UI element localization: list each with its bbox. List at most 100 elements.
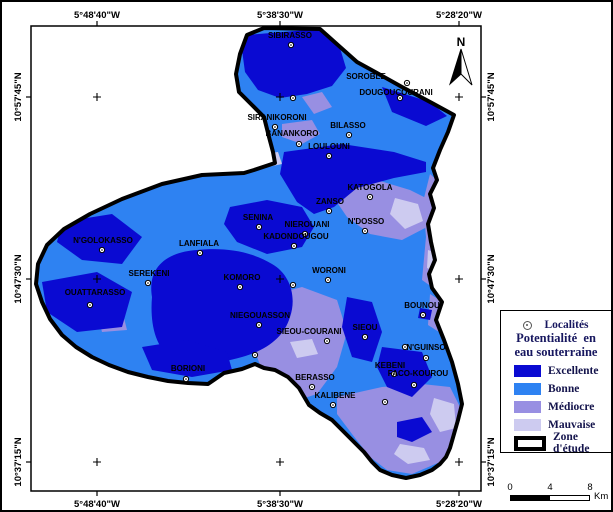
locality-label: N'GOLOKASSO [73,236,133,245]
legend-class-row: Excellente [514,365,611,378]
locality-label: N'DOSSO [348,217,385,226]
legend-class-row: Mauvaise [514,419,611,432]
locality-label: LANFIALA [179,239,219,248]
graticule-cross [276,458,284,466]
legend-class-row: Bonne [514,383,611,396]
locality-marker-dot [348,134,350,136]
locality-label: N'GUINSO [406,343,445,352]
legend-class-row: Médiocre [514,401,611,414]
locality-label: ZANSO [316,197,344,206]
locality-marker-dot [274,126,276,128]
locality-label: SIEOU [353,323,378,332]
legend-class-label: Médiocre [548,401,595,414]
lat-label-left: 10°37'15"N [13,437,24,486]
legend-box: Localités Potentialité en eau souterrain… [500,310,611,455]
locality-label: SOROBLE [346,72,386,81]
locality-label: NIEGOUASSON [230,311,290,320]
locality-marker-dot [298,143,300,145]
locality-label: NIEROUANI [285,220,330,229]
locality-label: BERASSO [295,373,335,382]
locality-marker-dot [185,378,187,380]
locality-marker-dot [147,282,149,284]
locality-marker-dot [384,401,386,403]
lon-label-bottom: 5°48'40"W [74,499,120,510]
legend-class-label: Mauvaise [548,419,596,432]
zone-outline [34,26,464,480]
graticule-cross [93,458,101,466]
north-arrow: N [448,35,473,86]
north-arrow-left-half [448,48,462,86]
legend-class-rows: Excellente Bonne Médiocre Mauvaise Zone d'ét… [501,365,611,455]
locality-label: KALIBENE [315,391,357,400]
lat-label-right: 10°47'30"N [486,254,497,303]
locality-marker-dot [404,346,406,348]
locality-marker-dot [422,314,424,316]
locality-marker-dot [364,336,366,338]
locality-marker-dot [413,384,415,386]
locality-marker-dot [326,340,328,342]
graticule-cross [276,275,284,283]
legend-class-row: Zone d'étude [514,431,611,455]
locality-marker-dot [425,357,427,359]
locality-marker-dot [399,97,401,99]
locality-marker-dot [290,44,292,46]
locality-marker-dot [293,245,295,247]
lat-label-right: 10°57'45"N [486,72,497,121]
legend-title-line1: Potentialité en [516,331,596,345]
locality-marker-dot [101,249,103,251]
graticule-cross [93,93,101,101]
legend-class-label: Zone d'étude [553,431,590,456]
locality-label: BOUNOU [404,301,440,310]
legend-swatch [514,365,541,378]
localities-layer: SIBIRASSO SOROBLE DOUGOUCOURANI SIRANIKORON… [65,31,449,409]
locality-marker-dot [332,404,334,406]
lon-label-top: 5°28'20"W [436,10,482,21]
locality-label: KADONDOUGOU [263,232,329,241]
lat-label-left: 10°47'30"N [13,254,24,303]
locality-marker-dot [364,230,366,232]
legend-title-line2: eau souterraine [514,345,598,360]
locality-marker-dot [258,324,260,326]
legend-class-label: Excellente [548,365,599,378]
map-frame [30,25,482,492]
scale-bar-bar [510,495,590,501]
graticule: 5°48'40"W 5°48'40"W 5°38'30"W 5°38'30"W 5°28… [13,10,497,510]
legend-localities-label: Localités [544,319,589,331]
scale-bar-black-half [511,496,550,500]
legend-swatch [514,383,541,396]
locality-label: FACO-KOUROU [388,369,449,378]
scale-bar-number: 4 [547,482,553,493]
lon-label-top: 5°38'30"W [257,10,303,21]
locality-label: KOMORO [224,273,261,282]
scale-bar-number: 0 [507,482,513,493]
lon-label-top: 5°48'40"W [74,10,120,21]
lon-label-bottom: 5°38'30"W [257,499,303,510]
locality-label: SEREKENI [129,269,170,278]
graticule-cross [455,275,463,283]
north-arrow-label: N [457,35,466,49]
locality-marker-dot [328,210,330,212]
locality-marker-dot [292,97,294,99]
graticule-cross [93,275,101,283]
locality-marker-dot [393,373,395,375]
graticule-cross [455,458,463,466]
locality-marker-dot [327,279,329,281]
locality-marker-dot [254,354,256,356]
locality-label: WORONI [312,266,346,275]
locality-label: BILASSO [330,121,366,130]
locality-label: LOULOUNI [308,142,350,151]
locality-label: KATOGOLA [347,183,392,192]
locality-label: DOUGOUCOURANI [359,88,432,97]
legend-swatch [514,435,546,451]
lat-label-right: 10°37'15"N [486,437,497,486]
legend-swatch [514,401,541,414]
locality-label: SIBIRASSO [268,31,312,40]
locality-marker-dot [292,284,294,286]
locality-label: BORIONI [171,364,205,373]
north-arrow-right-half [460,48,473,86]
graticule-cross [276,93,284,101]
locality-symbol-icon [523,320,533,330]
locality-marker-dot [258,226,260,228]
